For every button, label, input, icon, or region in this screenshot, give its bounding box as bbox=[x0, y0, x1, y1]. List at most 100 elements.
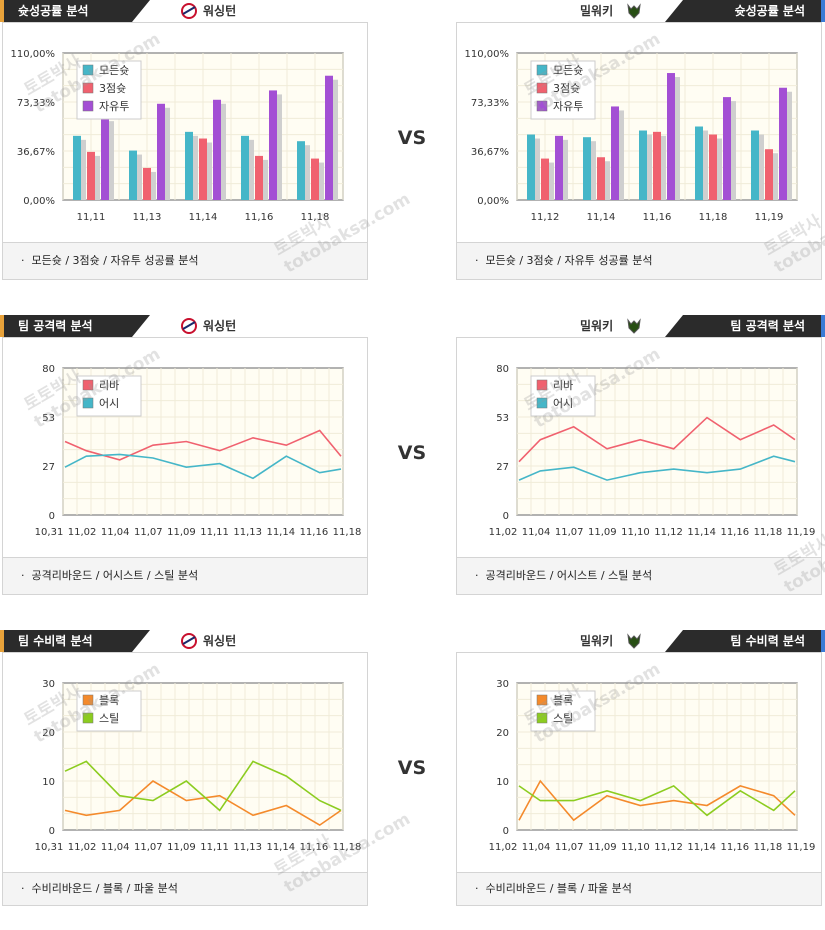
header-left: 슛성공률 분석 bbox=[0, 0, 180, 22]
bar bbox=[101, 117, 109, 200]
legend-swatch bbox=[82, 64, 94, 76]
caption: · 공격리바운드 / 어시스트 / 스틸 분석 bbox=[3, 557, 367, 594]
x-tick-label: 11,11 bbox=[200, 527, 229, 538]
y-tick-label: 36,67% bbox=[471, 147, 509, 158]
legend-label: 모든슛 bbox=[553, 64, 583, 77]
y-tick-label: 20 bbox=[42, 728, 55, 739]
legend-swatch bbox=[82, 694, 94, 706]
x-tick-label: 11,10 bbox=[621, 842, 650, 853]
x-tick-label: 11,09 bbox=[167, 527, 196, 538]
x-tick-label: 11,16 bbox=[245, 212, 274, 223]
x-tick-label: 11,04 bbox=[101, 527, 130, 538]
series-line bbox=[518, 416, 796, 463]
bar bbox=[213, 99, 221, 200]
x-tick-label: 11,14 bbox=[587, 212, 616, 223]
caption-text: 모든슛 / 3점슛 / 자유투 성공률 분석 bbox=[485, 254, 653, 267]
bar bbox=[185, 131, 193, 200]
caption-text: 수비리바운드 / 블록 / 파울 분석 bbox=[31, 882, 178, 895]
bar bbox=[723, 97, 731, 200]
series-line bbox=[518, 455, 796, 481]
x-tick-label: 11,07 bbox=[555, 842, 584, 853]
legend-label: 블록 bbox=[99, 694, 119, 707]
legend-label: 3점슛 bbox=[99, 82, 126, 95]
x-tick-label: 11,11 bbox=[77, 212, 106, 223]
legend-swatch bbox=[82, 379, 94, 391]
caption-text: 모든슛 / 3점슛 / 자유투 성공률 분석 bbox=[31, 254, 199, 267]
header-accent bbox=[0, 0, 4, 22]
x-tick-label: 11,14 bbox=[266, 527, 295, 538]
header-left: 팀 수비력 분석 bbox=[0, 630, 180, 652]
bar-shadow bbox=[605, 161, 610, 200]
chart-panel-left: 0,00% 36,67% 73,33% 110,00% 11,11 11,13 11,14 1… bbox=[2, 22, 368, 280]
caption: · 모든슛 / 3점슛 / 자유투 성공률 분석 bbox=[457, 242, 821, 279]
bar-shadow bbox=[549, 162, 554, 200]
bar-shadow bbox=[277, 94, 282, 200]
x-tick-label: 11,19 bbox=[755, 212, 784, 223]
left-team-name: 워싱턴 bbox=[203, 319, 237, 333]
chart-attack-right: 0 27 53 80 11,02 11,04 11,07 11,09 11,10 11,12 11,… bbox=[489, 364, 816, 538]
x-tick-label: 11,14 bbox=[687, 842, 716, 853]
bar bbox=[527, 134, 535, 200]
y-tick-label: 30 bbox=[42, 679, 55, 690]
legend-swatch bbox=[82, 712, 94, 724]
chart-shooting-right: 0,00% 36,67% 73,33% 110,00% 11,12 11,14 11,16 1… bbox=[465, 49, 798, 223]
y-tick-label: 10 bbox=[42, 777, 55, 788]
x-tick-label: 10,31 bbox=[35, 842, 64, 853]
left-team-name: 워싱턴 bbox=[203, 4, 237, 18]
bar-shadow bbox=[703, 130, 708, 200]
chart-shooting-left: 0,00% 36,67% 73,33% 110,00% 11,11 11,13 11,14 1… bbox=[11, 49, 344, 223]
vs-label: VS bbox=[397, 757, 427, 779]
bar-shadow bbox=[731, 101, 736, 200]
x-tick-label: 11,09 bbox=[588, 842, 617, 853]
legend-label: 3점슛 bbox=[553, 82, 580, 95]
x-tick-label: 11,14 bbox=[189, 212, 218, 223]
x-tick-label: 11,16 bbox=[300, 527, 329, 538]
caption-text: 공격리바운드 / 어시스트 / 스틸 분석 bbox=[485, 569, 653, 582]
x-tick-label: 11,12 bbox=[654, 527, 683, 538]
x-tick-label: 11,18 bbox=[333, 527, 362, 538]
header-right: 팀 공격력 분석 bbox=[645, 315, 825, 337]
bar bbox=[325, 75, 333, 200]
bar bbox=[695, 126, 703, 200]
chart-defense-left: 0 10 20 30 10,31 11,02 11,04 11,07 11,09 11,11 11,… bbox=[35, 679, 362, 853]
x-tick-label: 11,07 bbox=[134, 842, 163, 853]
x-tick-label: 11,16 bbox=[300, 842, 329, 853]
chart-panel-right: 0,00% 36,67% 73,33% 110,00% 11,12 11,14 11,16 1… bbox=[456, 22, 822, 280]
y-tick-label: 73,33% bbox=[471, 98, 509, 109]
bar-shadow bbox=[165, 107, 170, 200]
bar-shadow bbox=[95, 155, 100, 200]
legend-swatch bbox=[536, 694, 548, 706]
bar bbox=[87, 151, 95, 200]
bar bbox=[297, 141, 305, 200]
bar-shadow bbox=[151, 171, 156, 200]
bar-shadow bbox=[675, 77, 680, 200]
legend-label: 자유투 bbox=[553, 100, 583, 113]
caption: · 공격리바운드 / 어시스트 / 스틸 분석 bbox=[457, 557, 821, 594]
y-tick-label: 110,00% bbox=[465, 49, 510, 60]
section-title: 팀 수비력 분석 bbox=[0, 630, 150, 652]
legend-label: 어시 bbox=[99, 397, 119, 410]
chart-attack-left: 0 27 53 80 10,31 11,02 11,04 11,07 11,09 11,11 11,… bbox=[35, 364, 362, 538]
vs-label: VS bbox=[397, 127, 427, 149]
y-tick-label: 0 bbox=[49, 511, 55, 522]
x-tick-label: 11,12 bbox=[531, 212, 560, 223]
bar-shadow bbox=[305, 145, 310, 200]
caption-text: 공격리바운드 / 어시스트 / 스틸 분석 bbox=[31, 569, 199, 582]
bar-shadow bbox=[193, 135, 198, 200]
x-tick-label: 11,12 bbox=[654, 842, 683, 853]
right-team-name: 밀워키 bbox=[580, 319, 614, 333]
y-tick-label: 110,00% bbox=[11, 49, 56, 60]
legend-swatch bbox=[536, 712, 548, 724]
bar bbox=[779, 87, 787, 200]
vs-label: VS bbox=[397, 442, 427, 464]
bar-shadow bbox=[773, 153, 778, 200]
y-tick-label: 53 bbox=[496, 413, 509, 424]
bar-shadow bbox=[647, 134, 652, 200]
x-tick-label: 11,13 bbox=[233, 842, 262, 853]
x-tick-label: 11,13 bbox=[133, 212, 162, 223]
chart-defense-right: 0 10 20 30 11,02 11,04 11,07 11,09 11,10 11,12 11,… bbox=[489, 679, 816, 853]
x-tick-label: 11,10 bbox=[621, 527, 650, 538]
x-tick-label: 11,02 bbox=[489, 527, 518, 538]
y-tick-label: 0 bbox=[503, 511, 509, 522]
bar-shadow bbox=[333, 79, 338, 200]
